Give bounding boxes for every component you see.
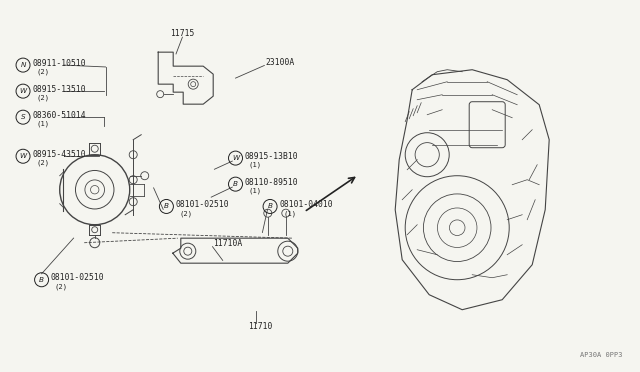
Text: 08101-02510: 08101-02510: [51, 273, 104, 282]
Text: B: B: [39, 277, 44, 283]
Text: 11710: 11710: [248, 322, 273, 331]
Text: 11715: 11715: [170, 29, 194, 38]
Text: (1): (1): [248, 188, 262, 195]
Text: W: W: [19, 88, 27, 94]
Text: B: B: [233, 181, 238, 187]
Text: (1): (1): [36, 121, 49, 128]
Text: 08915-13510: 08915-13510: [32, 85, 86, 94]
Text: 08101-02510: 08101-02510: [175, 200, 229, 209]
Text: (1): (1): [283, 210, 296, 217]
Text: (2): (2): [36, 95, 49, 102]
Text: (2): (2): [54, 283, 68, 290]
Text: 23100A: 23100A: [266, 58, 295, 67]
Text: N: N: [20, 62, 26, 68]
Text: 08915-43510: 08915-43510: [32, 150, 86, 159]
Text: (2): (2): [36, 160, 49, 167]
Text: (2): (2): [36, 69, 49, 76]
Text: 08915-13B10: 08915-13B10: [244, 152, 298, 161]
Text: B: B: [164, 203, 169, 209]
Text: 08101-04010: 08101-04010: [279, 200, 333, 209]
Text: (1): (1): [248, 162, 262, 169]
Text: B: B: [268, 203, 273, 209]
Text: W: W: [232, 155, 239, 161]
Text: 11710A: 11710A: [213, 239, 243, 248]
Text: W: W: [19, 153, 27, 159]
Text: AP30A 0PP3: AP30A 0PP3: [580, 352, 623, 358]
Text: 08110-89510: 08110-89510: [244, 178, 298, 187]
Text: 08360-51014: 08360-51014: [32, 111, 86, 120]
Text: (2): (2): [179, 210, 193, 217]
Text: S: S: [20, 114, 26, 120]
Text: 08911-10510: 08911-10510: [32, 59, 86, 68]
